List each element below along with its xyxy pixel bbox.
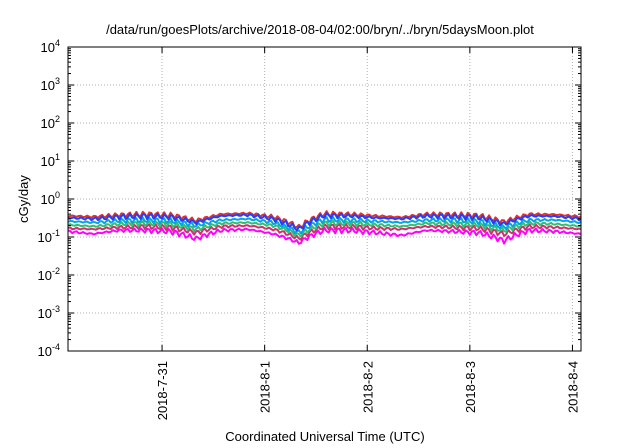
x-tick-label: 2018-8-4 <box>565 361 580 413</box>
y-tick-label: 101 <box>41 152 60 169</box>
y-tick-label: 10-1 <box>38 228 60 245</box>
y-tick-label: 102 <box>41 114 60 131</box>
series-line <box>67 226 582 245</box>
y-tick-label: 100 <box>41 190 60 207</box>
y-tick-label: 103 <box>41 76 60 93</box>
y-tick-label: 10-2 <box>38 266 60 283</box>
x-axis: 2018-7-31 2018-8-1 2018-8-2 2018-8-3 2018-8-… <box>155 47 580 420</box>
x-tick-label: 2018-8-2 <box>360 361 375 413</box>
series-line <box>67 212 582 232</box>
chart-title: /data/run/goesPlots/archive/2018-08-04/0… <box>106 22 534 37</box>
y-tick-label: 10-4 <box>38 342 60 359</box>
series-line <box>67 216 582 235</box>
x-axis-label: Coordinated Universal Time (UTC) <box>225 429 424 444</box>
x-tick-label: 2018-8-1 <box>258 361 273 413</box>
series-line <box>67 219 582 238</box>
x-tick-label: 2018-8-3 <box>463 361 478 413</box>
y-tick-label: 10-3 <box>38 304 60 321</box>
plot-background <box>68 47 581 351</box>
series-layer <box>67 210 582 245</box>
x-tick-label: 2018-7-31 <box>155 361 170 420</box>
y-axis: 10-4 10-3 10-2 10-1 100 101 102 103 104 <box>38 38 581 359</box>
y-axis-label: cGy/day <box>16 175 31 223</box>
y-tick-label: 104 <box>41 38 60 55</box>
